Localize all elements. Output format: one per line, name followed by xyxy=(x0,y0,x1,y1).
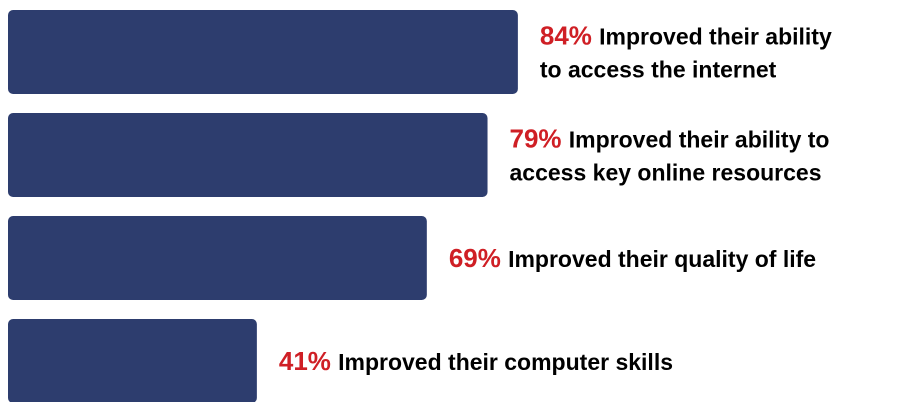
bar-4 xyxy=(8,319,257,402)
bar-label-4: 41% Improved their computer skills xyxy=(279,346,673,376)
bar-2 xyxy=(8,113,488,197)
bar-1 xyxy=(8,10,518,94)
bar-label-line: 79% Improved their ability to xyxy=(510,124,830,154)
bar-category-label: Improved their quality of life xyxy=(508,246,816,272)
bar-label-line: 41% Improved their computer skills xyxy=(279,346,673,376)
bar-label-line: 69% Improved their quality of life xyxy=(449,243,816,273)
bar-label-1: 84% Improved their ability to access the … xyxy=(540,21,832,83)
bar-label-line: to access the internet xyxy=(540,57,777,83)
bar-category-label: Improved their computer skills xyxy=(338,349,673,375)
bar-label-line: 84% Improved their ability xyxy=(540,21,832,51)
bar-value-label: 84% xyxy=(540,21,599,51)
bar-label-line: access key online resources xyxy=(510,160,822,186)
bar-value-label: 69% xyxy=(449,243,508,273)
bar-value-label: 79% xyxy=(510,124,569,154)
bar-category-label: Improved their ability to xyxy=(569,127,830,153)
bar-category-label: Improved their ability xyxy=(599,24,832,50)
bar-value-label: 41% xyxy=(279,346,338,376)
bar-3 xyxy=(8,216,427,300)
bar-label-3: 69% Improved their quality of life xyxy=(449,243,816,273)
bar-label-2: 79% Improved their ability to access key … xyxy=(510,124,830,186)
